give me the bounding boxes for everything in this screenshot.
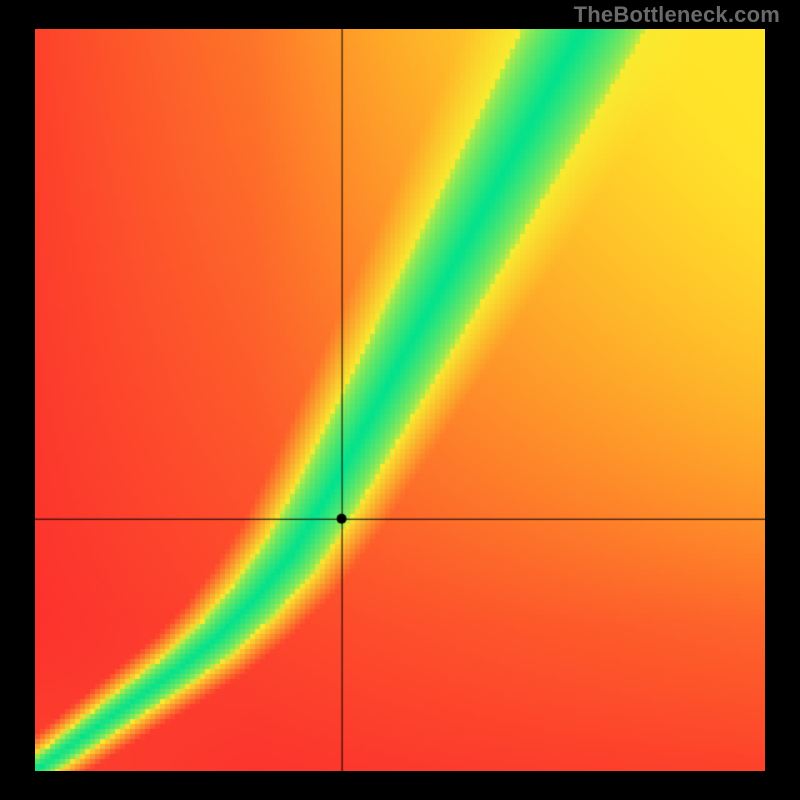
heatmap-canvas — [35, 29, 765, 771]
chart-container: TheBottleneck.com — [0, 0, 800, 800]
watermark-text: TheBottleneck.com — [574, 2, 780, 28]
